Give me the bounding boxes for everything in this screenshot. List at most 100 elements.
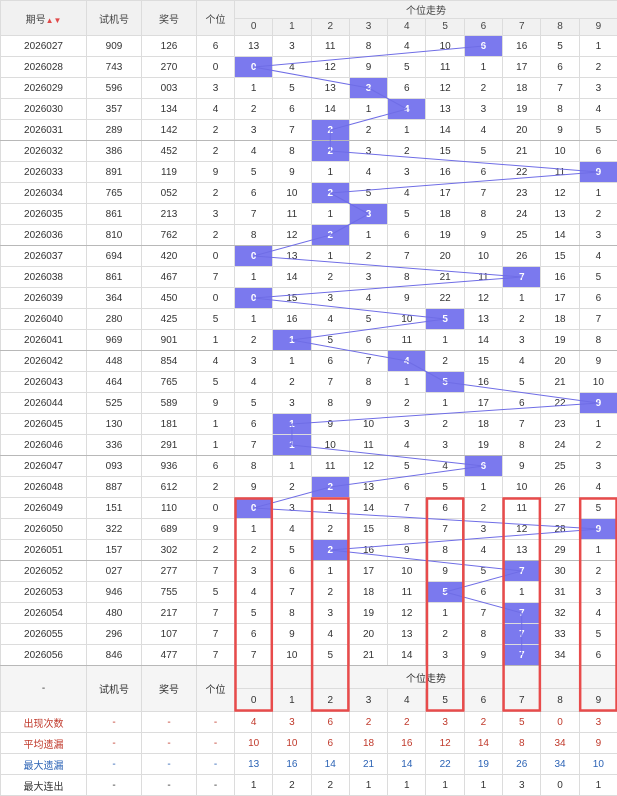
period-cell: 2026048 [1,477,87,498]
stat-value: 3 [579,712,617,733]
omission-cell: 5 [579,624,617,645]
omission-cell: 2 [426,351,464,372]
omission-cell: 5 [579,120,617,141]
period-cell: 2026054 [1,603,87,624]
footer-digit-header-4: 4 [388,689,426,712]
stat-value: 22 [426,754,464,775]
hit-digit-cell: 9 [579,519,617,540]
omission-cell: 9 [388,540,426,561]
omission-cell: 3 [388,414,426,435]
omission-cell: 17 [349,561,387,582]
omission-cell: 4 [273,519,311,540]
omission-cell: 9 [235,477,273,498]
col-header-period[interactable]: 期号▲▼ [1,1,87,36]
omission-cell: 3 [464,519,502,540]
period-cell: 2026033 [1,162,87,183]
omission-cell: 2 [464,498,502,519]
omission-cell: 21 [541,372,579,393]
omission-cell: 5 [503,372,541,393]
stat-value: 6 [311,733,349,754]
sort-icon[interactable]: ▲▼ [46,16,62,25]
trial-number-cell: 027 [87,561,142,582]
unit-digit-cell: 7 [197,624,235,645]
trial-number-cell: 846 [87,645,142,666]
omission-cell: 5 [273,540,311,561]
omission-cell: 6 [273,561,311,582]
omission-cell: 7 [579,309,617,330]
omission-cell: 20 [541,351,579,372]
omission-cell: 14 [349,498,387,519]
omission-cell: 12 [464,288,502,309]
omission-cell: 4 [311,309,349,330]
unit-digit-cell: 6 [197,456,235,477]
trial-number-cell: 887 [87,477,142,498]
period-cell: 2026041 [1,330,87,351]
col-header-trial: 试机号 [87,1,142,36]
unit-digit-cell: 2 [197,120,235,141]
unit-digit-cell: 0 [197,246,235,267]
stat-value: 1 [235,775,273,796]
omission-cell: 23 [541,414,579,435]
omission-cell: 4 [579,603,617,624]
footer-digit-header-8: 8 [541,689,579,712]
period-label: 期号 [26,15,46,26]
omission-cell: 4 [426,456,464,477]
unit-digit-cell: 3 [197,204,235,225]
omission-cell: 18 [464,414,502,435]
omission-cell: 13 [273,246,311,267]
omission-cell: 11 [311,456,349,477]
stat-value: 21 [349,754,387,775]
stat-value: 16 [273,754,311,775]
omission-cell: 10 [541,141,579,162]
omission-cell: 14 [426,120,464,141]
period-cell: 2026040 [1,309,87,330]
omission-cell: 1 [579,540,617,561]
omission-cell: 1 [464,477,502,498]
omission-cell: 10 [311,435,349,456]
omission-cell: 10 [464,246,502,267]
prize-number-cell: 181 [142,414,197,435]
footer-header-period: - [1,666,87,712]
hit-digit-cell: 2 [311,225,349,246]
prize-number-cell: 213 [142,204,197,225]
hit-digit-cell: 0 [235,57,273,78]
omission-cell: 6 [235,183,273,204]
omission-cell: 6 [273,99,311,120]
omission-cell: 25 [503,225,541,246]
omission-cell: 19 [426,225,464,246]
omission-cell: 7 [273,120,311,141]
trial-number-cell: 386 [87,141,142,162]
omission-cell: 24 [541,435,579,456]
stat-value: 2 [388,712,426,733]
omission-cell: 1 [311,561,349,582]
omission-cell: 2 [579,204,617,225]
stat-value: 10 [579,754,617,775]
omission-cell: 10 [388,561,426,582]
footer-header-trend: 个位走势 [235,666,617,689]
period-cell: 2026052 [1,561,87,582]
prize-number-cell: 420 [142,246,197,267]
omission-cell: 5 [235,393,273,414]
hit-digit-cell: 5 [426,309,464,330]
trial-number-cell: 765 [87,183,142,204]
digit-header-7: 7 [503,18,541,36]
hit-digit-cell: 9 [579,162,617,183]
omission-cell: 7 [388,246,426,267]
omission-cell: 10 [503,477,541,498]
omission-cell: 2 [579,435,617,456]
stat-value: 3 [273,712,311,733]
omission-cell: 34 [541,645,579,666]
omission-cell: 8 [464,624,502,645]
prize-number-cell: 452 [142,141,197,162]
omission-cell: 29 [541,540,579,561]
omission-cell: 28 [541,519,579,540]
unit-digit-cell: 5 [197,309,235,330]
omission-cell: 9 [349,57,387,78]
period-cell: 2026056 [1,645,87,666]
omission-cell: 2 [349,120,387,141]
stat-value: 14 [311,754,349,775]
